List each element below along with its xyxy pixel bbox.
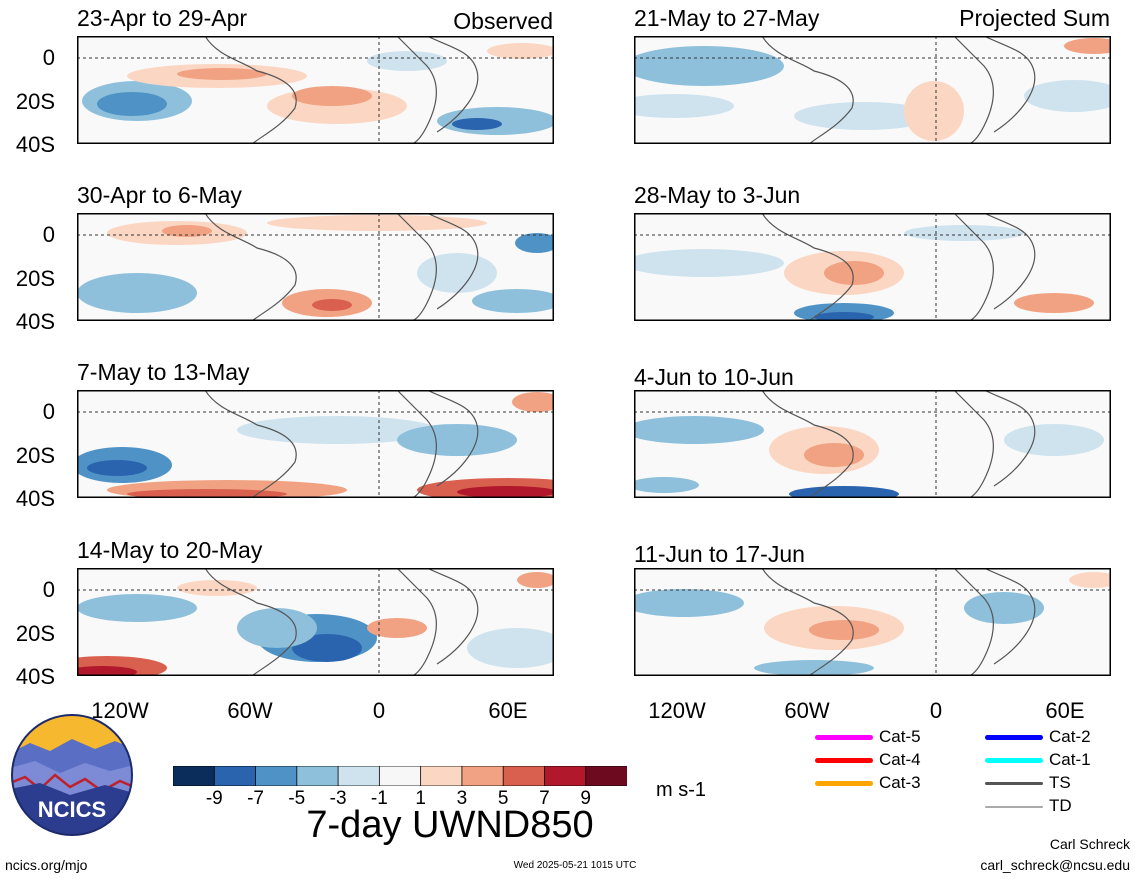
legend-item-cat1: Cat-1 [985,751,1091,768]
panel-title: 11-Jun to 17-Jun [634,541,805,567]
y-label: 0 [42,399,55,424]
colorbar-segment [420,765,463,787]
y-label: 20S [15,266,55,291]
colorbar-tick-label: -1 [370,788,388,809]
y-label: 0 [42,222,55,247]
legend-swatch [815,758,873,764]
panel-title: 21-May to 27-May [634,5,820,31]
x-label: 0 [929,698,943,723]
y-label: 40S [15,664,55,689]
legend-swatch [985,735,1043,741]
legend-swatch [815,781,873,787]
legend-item-cat3: Cat-3 [815,774,921,791]
x-label: 120W [91,698,149,723]
legend-label: Cat-1 [1049,750,1091,769]
legend-item-cat4: Cat-4 [815,751,921,768]
colorbar-tick-label: 3 [456,788,468,809]
map-panel [634,390,1111,498]
colorbar-tick-label: 1 [415,788,426,809]
map-svg [634,568,1111,676]
logo-text: NCICS [38,797,106,822]
footer-email: carl_schreck@ncsu.edu [980,857,1130,873]
map-svg [634,213,1111,321]
colorbar-tick-label: 7 [539,788,550,809]
colorbar-segment [502,765,546,787]
panel-title: 30-Apr to 6-May [77,182,242,208]
y-label: 40S [15,132,55,157]
colorbar-segment [544,765,587,787]
panel-title: 23-Apr to 29-Apr [77,5,248,31]
colorbar-tick-label: 5 [497,788,509,809]
footer-url: ncics.org/mjo [5,857,88,873]
x-label: 60W [227,698,273,723]
legend-item-ts: TS [985,774,1071,791]
colorbar-tick-label: 9 [580,788,591,809]
legend-swatch [985,805,1043,808]
x-label: 60E [488,698,528,723]
colorbar-tick-label: -5 [288,788,306,809]
y-label: 40S [15,486,55,511]
y-label: 0 [42,45,55,70]
x-label: 60W [784,698,830,723]
map-panel [77,390,554,498]
x-label: 120W [648,698,706,723]
panel-title: 28-May to 3-Jun [634,182,801,208]
map-svg [77,390,554,498]
panel-title: 14-May to 20-May [77,537,263,563]
colorbar-tick-label: -3 [329,788,347,809]
map-panel [634,568,1111,676]
logo-svg: NCICS [11,714,133,836]
colorbar-segment [213,765,257,787]
colorbar-segment [585,765,628,787]
footer-timestamp: Wed 2025-05-21 1015 UTC [513,860,637,871]
chart-title: 7-day UWND850 [306,804,594,846]
legend-label: TS [1049,773,1071,792]
map-svg [77,568,554,676]
x-label: 0 [372,698,386,723]
ncics-logo: NCICS [10,713,134,842]
colorbar-segment [378,765,422,787]
colorbar-segment [255,765,298,787]
colorbar-segment [296,765,339,787]
legend-swatch [985,758,1043,764]
colorbar-units: m s-1 [656,779,706,801]
map-panel [77,568,554,676]
colorbar-svg [172,765,628,787]
map-svg [77,36,554,144]
map-panel [634,36,1111,144]
legend-label: Cat-4 [879,750,921,769]
panel-title: 7-May to 13-May [77,359,250,385]
legend-item-cat2: Cat-2 [985,728,1091,745]
legend-item-td: TD [985,797,1072,814]
map-svg [634,390,1111,498]
panel-title: 4-Jun to 10-Jun [634,364,794,390]
map-panel [634,213,1111,321]
map-panel [77,36,554,144]
colorbar-segment [461,765,505,787]
y-label: 20S [15,443,55,468]
legend-label: Cat-5 [879,727,921,746]
legend-item-cat5: Cat-5 [815,728,921,745]
colorbar-tick-label: -9 [205,788,223,809]
legend-label: Cat-2 [1049,727,1091,746]
legend-swatch [815,735,873,741]
legend-label: TD [1049,796,1072,815]
y-label: 20S [15,621,55,646]
map-svg [634,36,1111,144]
y-label: 40S [15,309,55,334]
legend-label: Cat-3 [879,773,921,792]
panel-tag: Observed [453,8,553,34]
map-panel [77,213,554,321]
x-label: 60E [1045,698,1085,723]
panel-tag: Projected Sum [959,5,1110,31]
y-label: 0 [42,577,55,602]
colorbar-segment [172,765,216,787]
colorbar-segment [337,765,381,787]
colorbar-tick-label: -7 [247,788,264,809]
footer-author: Carl Schreck [1049,836,1130,852]
y-label: 20S [15,89,55,114]
map-svg [77,213,554,321]
legend-swatch [985,782,1043,786]
colorbar [172,765,628,791]
